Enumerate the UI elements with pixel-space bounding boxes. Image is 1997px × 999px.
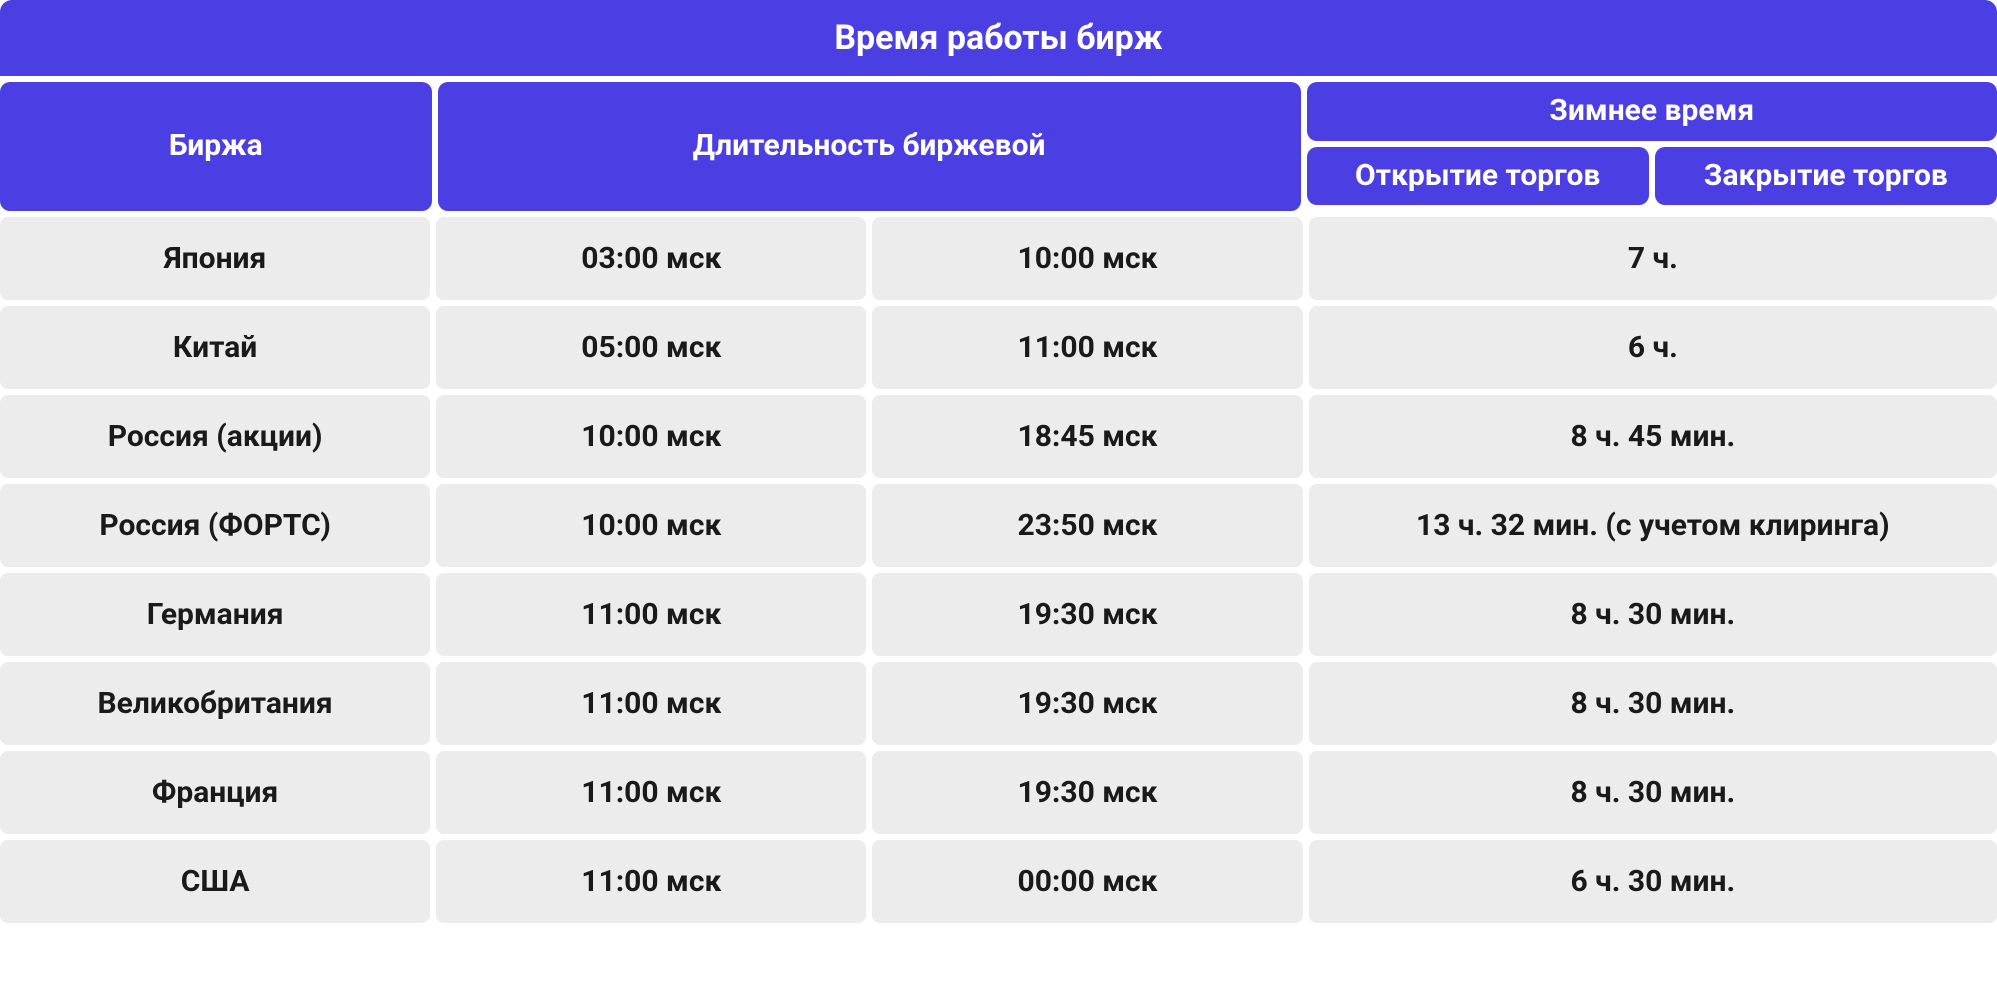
col-header-winter-title: Зимнее время	[1307, 82, 1997, 141]
cell-close: 19:30 мск	[872, 573, 1302, 656]
cell-open: 03:00 мск	[436, 217, 866, 300]
table-row: Россия (акции)10:00 мск18:45 мск8 ч. 45 …	[0, 395, 1997, 478]
cell-duration: 8 ч. 30 мин.	[1309, 751, 1997, 834]
cell-exchange: Франция	[0, 751, 430, 834]
table-title: Время работы бирж	[0, 0, 1997, 76]
cell-exchange: Великобритания	[0, 662, 430, 745]
table-header: Биржа Зимнее время Открытие торгов Закры…	[0, 82, 1997, 211]
cell-close: 19:30 мск	[872, 751, 1302, 834]
table-row: США11:00 мск00:00 мск6 ч. 30 мин.	[0, 840, 1997, 923]
cell-duration: 7 ч.	[1309, 217, 1997, 300]
cell-open: 11:00 мск	[436, 573, 866, 656]
cell-duration: 6 ч.	[1309, 306, 1997, 389]
table-row: Россия (ФОРТС)10:00 мск23:50 мск13 ч. 32…	[0, 484, 1997, 567]
cell-open: 05:00 мск	[436, 306, 866, 389]
cell-open: 10:00 мск	[436, 395, 866, 478]
table-row: Франция11:00 мск19:30 мск8 ч. 30 мин.	[0, 751, 1997, 834]
cell-duration: 6 ч. 30 мин.	[1309, 840, 1997, 923]
cell-close: 11:00 мск	[872, 306, 1302, 389]
cell-duration: 8 ч. 45 мин.	[1309, 395, 1997, 478]
table-row: Германия11:00 мск19:30 мск8 ч. 30 мин.	[0, 573, 1997, 656]
cell-close: 18:45 мск	[872, 395, 1302, 478]
table-row: Китай05:00 мск11:00 мск6 ч.	[0, 306, 1997, 389]
col-header-close: Закрытие торгов	[1655, 147, 1997, 206]
cell-exchange: Япония	[0, 217, 430, 300]
table-body: Япония03:00 мск10:00 мск7 ч.Китай05:00 м…	[0, 217, 1997, 923]
cell-open: 10:00 мск	[436, 484, 866, 567]
col-header-exchange: Биржа	[0, 82, 432, 211]
col-header-winter-group: Зимнее время Открытие торгов Закрытие то…	[1307, 82, 1997, 205]
cell-open: 11:00 мск	[436, 751, 866, 834]
cell-exchange: Китай	[0, 306, 430, 389]
cell-close: 19:30 мск	[872, 662, 1302, 745]
cell-exchange: Германия	[0, 573, 430, 656]
col-header-duration: Длительность биржевой	[438, 82, 1301, 211]
exchange-hours-table: Время работы бирж Биржа Зимнее время Отк…	[0, 0, 1997, 923]
cell-exchange: США	[0, 840, 430, 923]
cell-close: 00:00 мск	[872, 840, 1302, 923]
cell-close: 23:50 мск	[872, 484, 1302, 567]
cell-exchange: Россия (акции)	[0, 395, 430, 478]
cell-open: 11:00 мск	[436, 840, 866, 923]
cell-duration: 13 ч. 32 мин. (с учетом клиринга)	[1309, 484, 1997, 567]
cell-duration: 8 ч. 30 мин.	[1309, 662, 1997, 745]
table-row: Великобритания11:00 мск19:30 мск8 ч. 30 …	[0, 662, 1997, 745]
col-header-open: Открытие торгов	[1307, 147, 1649, 206]
cell-duration: 8 ч. 30 мин.	[1309, 573, 1997, 656]
cell-open: 11:00 мск	[436, 662, 866, 745]
cell-exchange: Россия (ФОРТС)	[0, 484, 430, 567]
cell-close: 10:00 мск	[872, 217, 1302, 300]
table-row: Япония03:00 мск10:00 мск7 ч.	[0, 217, 1997, 300]
